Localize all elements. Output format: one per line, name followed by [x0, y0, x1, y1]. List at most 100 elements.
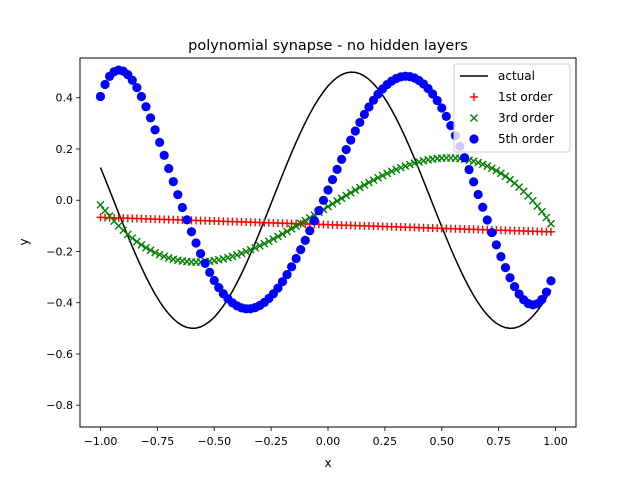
- data-point: [205, 267, 215, 277]
- data-point: [277, 277, 288, 287]
- legend: actual 1st order 3rd order 5th order: [453, 63, 571, 153]
- data-point: [396, 163, 405, 172]
- data-point: [95, 91, 106, 102]
- data-point: [533, 202, 542, 211]
- data-point: [351, 186, 360, 195]
- data-point: [301, 216, 310, 225]
- data-point: [186, 227, 197, 237]
- data-point: [228, 252, 237, 261]
- y-tick-label: −0.2: [46, 245, 73, 258]
- legend-label: 3rd order: [498, 111, 554, 125]
- data-point: [378, 171, 387, 180]
- data-point: [242, 247, 251, 256]
- data-point: [491, 240, 501, 250]
- data-point: [474, 158, 483, 167]
- data-point: [346, 135, 356, 145]
- data-point: [137, 240, 146, 249]
- data-point: [446, 120, 456, 131]
- x-tick-label: 0.75: [486, 435, 511, 448]
- data-point: [159, 150, 169, 160]
- data-point: [309, 216, 319, 226]
- y-tick-label: 0.0: [56, 194, 74, 207]
- data-point: [191, 238, 201, 248]
- data-point: [487, 164, 496, 173]
- data-point: [287, 224, 296, 233]
- data-point: [151, 248, 160, 257]
- data-point: [136, 91, 147, 102]
- x-tick-label: 1.00: [543, 435, 568, 448]
- data-point: [464, 164, 474, 175]
- data-point: [369, 176, 378, 185]
- data-point: [355, 117, 365, 128]
- data-point: [546, 227, 555, 236]
- data-point: [300, 235, 310, 245]
- data-point: [146, 246, 155, 255]
- data-point: [483, 162, 492, 171]
- x-tick-label: 0.50: [430, 435, 455, 448]
- data-point: [209, 275, 219, 286]
- data-point: [374, 173, 383, 182]
- data-point: [164, 163, 174, 174]
- plot-area: −1.00 −0.75 −0.50 −0.25 0.00 0.25 0.50 0.75 1.00…: [46, 57, 577, 448]
- x-tick-label: −0.75: [140, 435, 174, 448]
- data-point: [333, 197, 342, 206]
- data-point: [478, 202, 488, 212]
- data-point: [332, 164, 342, 175]
- data-point: [219, 254, 228, 263]
- data-point: [150, 125, 160, 135]
- data-point: [237, 249, 246, 258]
- data-point: [478, 160, 487, 169]
- data-point: [469, 157, 478, 166]
- data-point: [360, 180, 369, 189]
- legend-entry: actual: [460, 69, 535, 83]
- data-point: [482, 215, 492, 225]
- data-point: [200, 258, 210, 269]
- data-point: [182, 215, 192, 225]
- data-point: [128, 234, 137, 243]
- data-point: [383, 169, 392, 178]
- data-point: [387, 167, 396, 176]
- x-axis-label: x: [324, 456, 331, 470]
- legend-label: actual: [498, 69, 535, 83]
- data-point: [264, 237, 273, 246]
- x-tick-label: −0.25: [254, 435, 288, 448]
- legend-entry: 1st order: [470, 90, 552, 104]
- data-point: [273, 232, 282, 241]
- data-point: [292, 222, 301, 231]
- data-point: [327, 175, 338, 185]
- data-point: [291, 253, 301, 264]
- data-point: [364, 102, 374, 112]
- data-point: [286, 262, 297, 272]
- data-point: [364, 178, 373, 187]
- data-point: [145, 113, 156, 123]
- data-point: [537, 207, 546, 216]
- series-layer: [95, 65, 556, 330]
- legend-entry: 5th order: [469, 132, 554, 146]
- data-point: [278, 230, 287, 239]
- data-point: [546, 219, 555, 228]
- data-point: [496, 252, 506, 262]
- legend-swatch: [470, 114, 478, 122]
- data-point: [501, 172, 510, 181]
- data-point: [223, 253, 232, 262]
- y-tick-label: 0.4: [56, 92, 74, 105]
- data-point: [318, 195, 329, 205]
- data-point: [392, 165, 401, 174]
- data-point: [273, 283, 283, 293]
- data-point: [246, 245, 255, 254]
- data-point: [132, 83, 142, 93]
- data-point: [260, 239, 269, 248]
- y-tick-label: 0.2: [56, 143, 74, 156]
- legend-box: [453, 63, 571, 153]
- x-tick-label: −0.50: [197, 435, 231, 448]
- data-point: [269, 234, 278, 243]
- data-point: [305, 226, 315, 236]
- data-point: [296, 245, 306, 255]
- series-actual: [99, 71, 552, 330]
- data-point: [160, 252, 169, 261]
- data-point: [500, 263, 511, 273]
- legend-swatch: [469, 134, 479, 144]
- chart-title: polynomial synapse - no hidden layers: [188, 38, 468, 54]
- y-tick-label: −0.6: [46, 348, 73, 361]
